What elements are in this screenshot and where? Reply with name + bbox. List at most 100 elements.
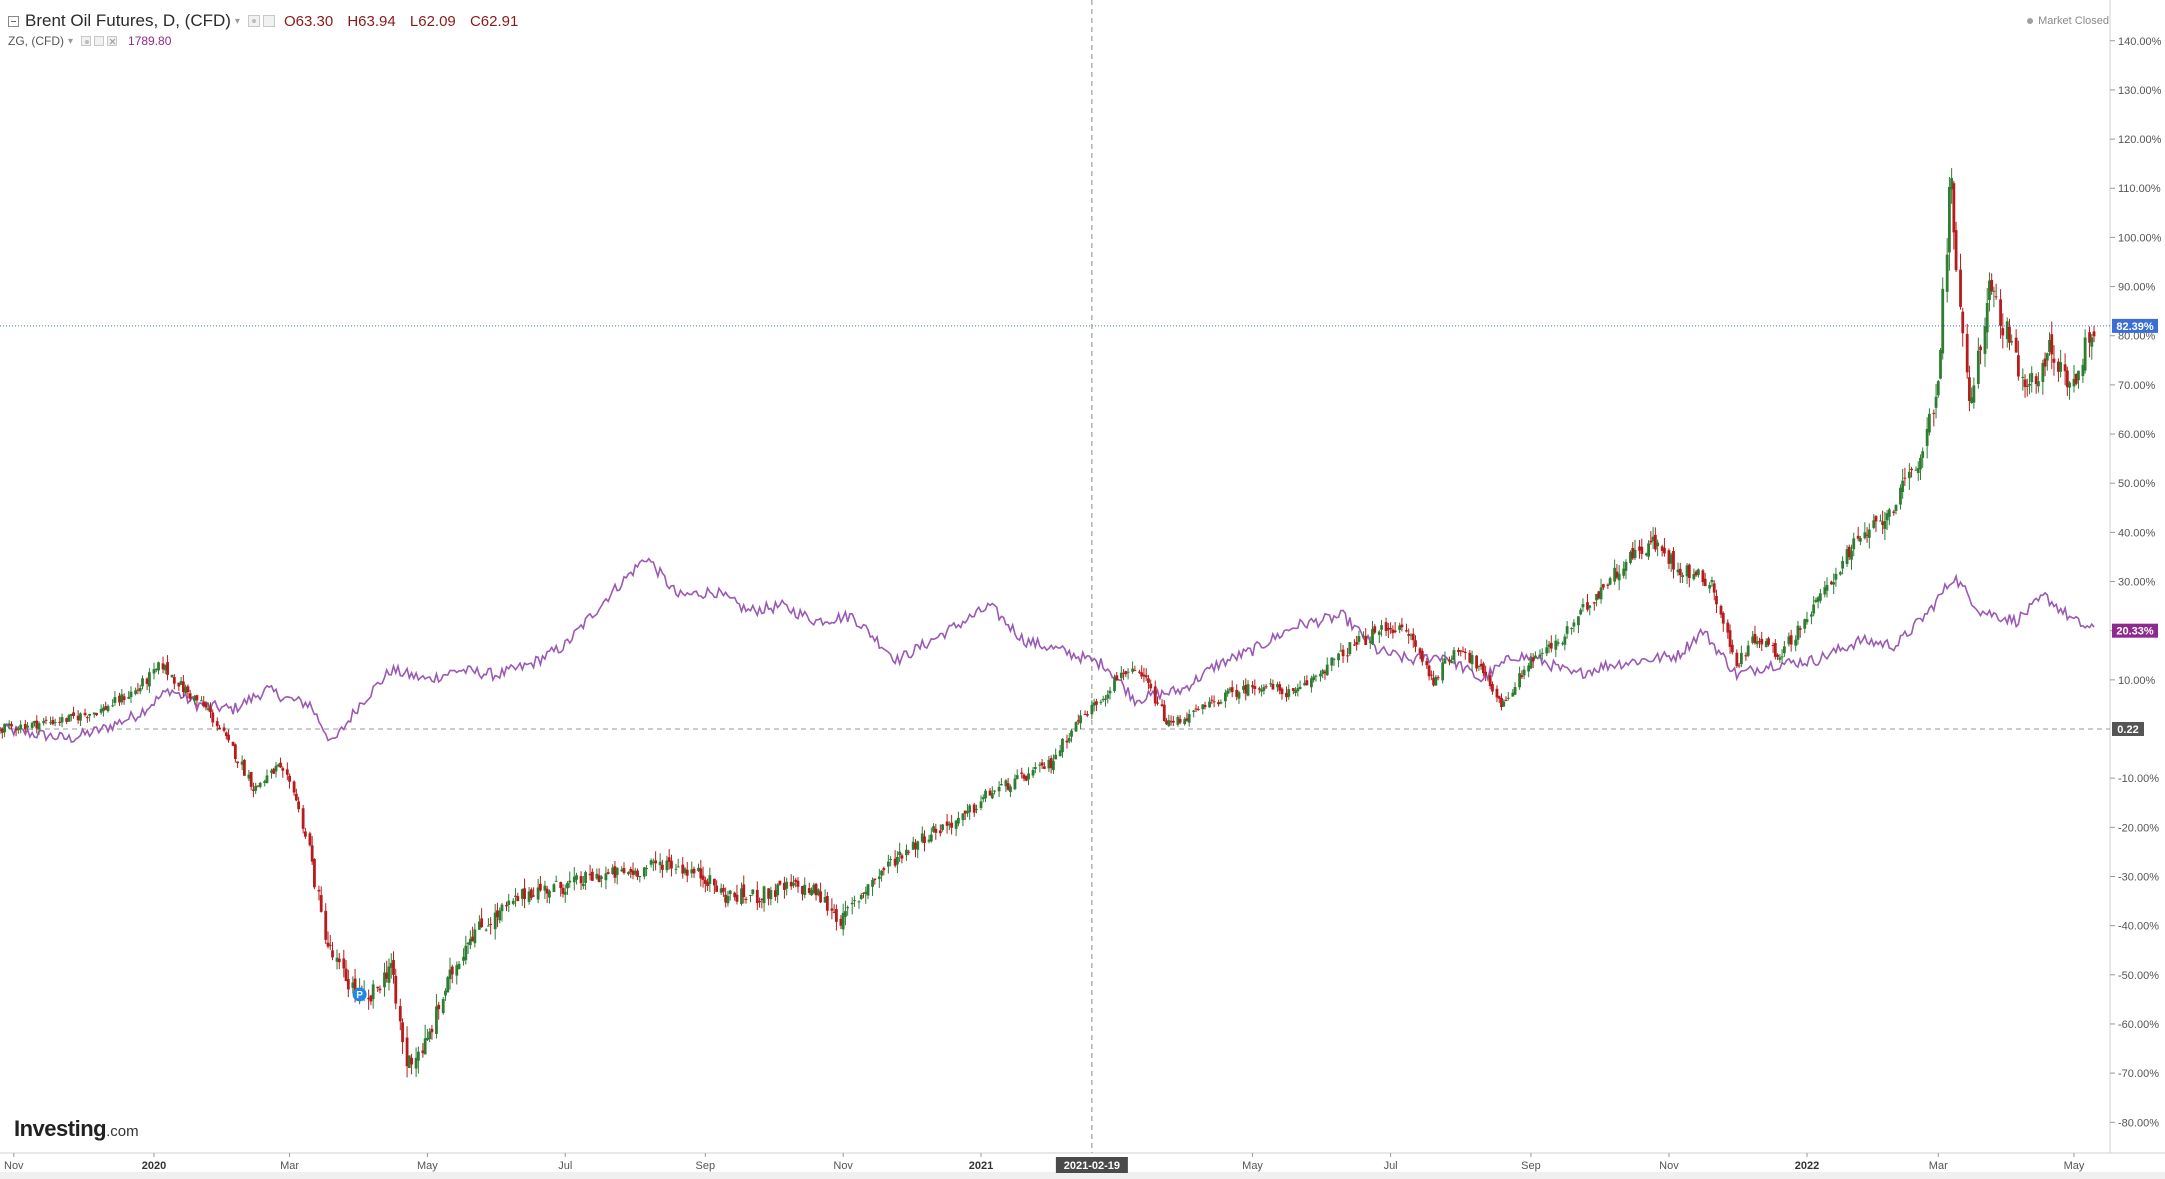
candle-body [215,721,219,727]
candle-body [1579,609,1583,615]
candle-body [281,768,285,771]
candle-body [1325,664,1329,676]
compare-remove-icon[interactable] [107,36,118,46]
candle-body [252,789,255,791]
candle-body [1787,636,1791,645]
candle-body [1079,715,1082,724]
candle-body [1721,613,1725,624]
candle-body [1764,641,1768,648]
candle-body [279,762,282,768]
candle-body [76,715,80,721]
candle-body [1696,569,1700,575]
candle-body [457,963,461,969]
candle-body [1830,581,1833,585]
candle-body [1201,704,1205,710]
logo-brand: Investing [14,1116,107,1141]
candle-body [895,856,899,865]
candle-body [975,808,978,810]
candle-body [106,705,110,712]
candle-body [113,697,117,703]
candle-body [1475,655,1478,669]
candle-body [1217,701,1221,705]
main-symbol-name[interactable]: Brent Oil Futures, D, (CFD) [25,11,231,30]
candle-body [923,836,926,843]
candle-body [484,929,488,931]
candle-body [1863,532,1867,539]
candle-body [489,923,493,925]
candle-body [1841,560,1844,569]
event-marker-icon[interactable]: P [352,987,367,1002]
candle-body [597,875,601,882]
candle-body [1495,688,1499,698]
candle-body [477,921,481,930]
candle-body [760,899,764,901]
candle-body [1305,680,1309,686]
candle-body [1377,631,1381,635]
candle-body [670,860,673,869]
candle-body [866,884,870,896]
candle-body [1386,627,1390,630]
candle-body [1357,636,1361,642]
compare-symbol-name[interactable]: ZG, (CFD) [8,34,64,48]
candle-body [1398,625,1402,630]
candle-body [1859,537,1862,542]
candle-body [864,891,868,894]
candle-body [1954,230,1958,271]
candle-body [1242,686,1245,690]
candle-body [383,972,386,988]
candle-body [1108,690,1112,694]
candle-body [23,723,27,730]
candle-body [1085,714,1089,716]
candle-body [35,720,39,729]
candle-body [1794,639,1798,646]
bottom-scrollbar[interactable] [0,1172,2165,1179]
candle-body [1500,697,1503,708]
candle-body [1477,666,1481,668]
compare-settings-icon[interactable] [94,36,105,46]
candle-body [548,890,551,898]
candle-body [1687,564,1691,579]
candle-body [462,956,465,961]
candle-body [615,867,619,876]
candle-body [1899,487,1902,505]
compare-dropdown-icon[interactable]: ▾ [68,35,74,47]
candle-body [2005,321,2009,340]
visibility-icon[interactable] [247,15,260,27]
x-axis: Nov 2020 Mar May Jul Sep Nov 2021 May Jul Sep Nov 20… [4,1153,2085,1172]
x-tick-label: Nov [4,1160,24,1172]
candle-body [1513,687,1517,695]
collapse-legend-icon[interactable] [8,15,19,27]
symbol-dropdown-icon[interactable]: ▾ [234,15,240,27]
candle-body [1061,738,1064,753]
candle-body [735,894,739,902]
investing-logo[interactable]: Investing.com [14,1116,139,1142]
candle-body [1810,614,1813,617]
candle-body [1380,625,1383,630]
candle-body [645,868,648,870]
candle-body [72,712,75,716]
candle-body [1052,760,1055,771]
candle-body [331,950,334,958]
x-tick-label: Sep [1521,1160,1541,1172]
candle-body [2028,383,2031,386]
candle-body [733,892,737,898]
candle-body [1481,663,1485,674]
candle-body [792,882,795,886]
candle-body [285,769,289,775]
candle-body [1167,720,1171,726]
candle-body [961,813,965,821]
candle-body [464,945,468,961]
candle-body [554,880,558,882]
candle-body [405,1037,409,1067]
candle-body [2090,337,2094,347]
candle-body [274,765,278,772]
candle-body [1572,622,1576,627]
candle-body [997,786,1001,792]
candle-body [487,925,490,927]
candle-body [871,879,874,887]
candle-body [1892,511,1896,514]
candle-body [819,891,822,903]
settings-icon[interactable] [262,15,275,27]
compare-visibility-icon[interactable] [81,36,92,46]
